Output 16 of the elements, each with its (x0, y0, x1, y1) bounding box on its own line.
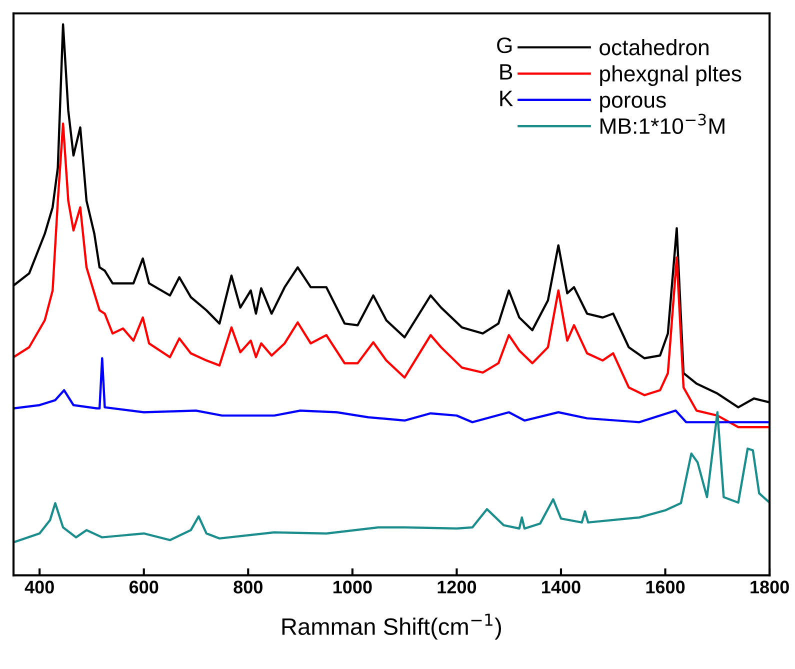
legend-label: phexgnal pltes (600, 65, 742, 86)
x-tick-label: 800 (234, 580, 262, 594)
x-tick-label: 400 (24, 580, 54, 594)
x-tick-label: 1800 (750, 580, 789, 594)
legend-label: porous (600, 96, 666, 112)
x-tick-label: 600 (129, 580, 158, 594)
x-axis-title: Ramman Shift(cm$^{−1}$) (282, 614, 502, 640)
annotation: G (497, 37, 512, 54)
x-tick-label: 1600 (646, 580, 685, 594)
legend-label: octahedron (600, 39, 708, 56)
legend-label: MB:1*10$^{−3}$M (600, 114, 724, 134)
x-tick-label: 1400 (542, 580, 580, 594)
x-tick-label: 1200 (438, 580, 476, 594)
annotation: B (500, 64, 512, 80)
x-tick-label: 1000 (333, 580, 372, 594)
annotation: K (500, 90, 513, 106)
